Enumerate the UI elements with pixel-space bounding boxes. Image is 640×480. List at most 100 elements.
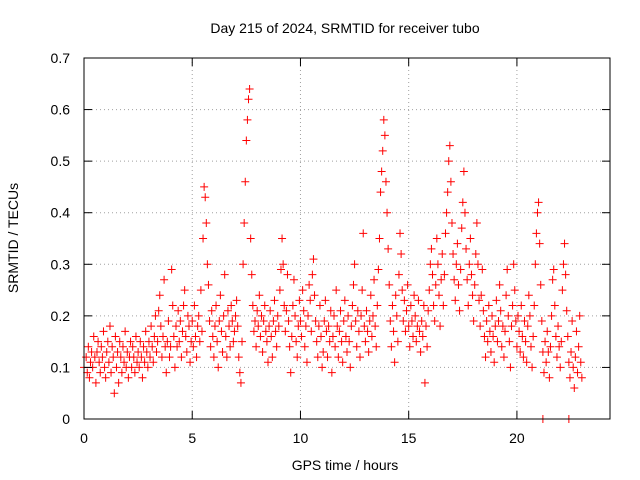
data-point [320, 317, 329, 326]
data-point [428, 270, 437, 279]
data-point [200, 182, 209, 191]
data-point [218, 347, 227, 356]
data-point [179, 301, 188, 310]
data-point [298, 286, 307, 295]
data-point [102, 347, 111, 356]
data-point [407, 317, 416, 326]
data-point [136, 337, 145, 346]
data-point [128, 342, 137, 351]
data-point [289, 275, 298, 284]
data-point [393, 337, 402, 346]
grid-lines [84, 58, 610, 419]
data-point [140, 358, 149, 367]
data-point [350, 260, 359, 269]
data-point [83, 368, 92, 377]
data-point [189, 342, 198, 351]
data-point [561, 270, 570, 279]
data-point [458, 198, 467, 207]
data-point [96, 368, 105, 377]
data-point [554, 322, 563, 331]
data-point [477, 291, 486, 300]
data-point [425, 286, 434, 295]
data-point [234, 353, 243, 362]
data-point [193, 322, 202, 331]
data-point [443, 188, 452, 197]
data-point [341, 332, 350, 341]
data-point [486, 347, 495, 356]
data-point [278, 234, 287, 243]
data-point [274, 322, 283, 331]
data-point [573, 368, 582, 377]
data-point [241, 177, 250, 186]
data-point [336, 306, 345, 315]
data-point [144, 337, 153, 346]
data-point [548, 275, 557, 284]
data-point [110, 389, 119, 398]
data-point [547, 311, 556, 320]
data-point [373, 301, 382, 310]
data-point [400, 296, 409, 305]
data-point [335, 327, 344, 336]
data-point [177, 353, 186, 362]
data-point [551, 332, 560, 341]
data-point [564, 358, 573, 367]
data-point [206, 342, 215, 351]
data-points [80, 84, 586, 423]
data-point [91, 378, 100, 387]
data-point [413, 322, 422, 331]
data-point [231, 311, 240, 320]
data-point [82, 353, 91, 362]
data-point [164, 317, 173, 326]
data-point [529, 332, 538, 341]
data-point [294, 322, 303, 331]
data-point [323, 353, 332, 362]
data-point [556, 363, 565, 372]
data-point [468, 291, 477, 300]
data-point [577, 373, 586, 382]
data-point [345, 337, 354, 346]
data-point [570, 384, 579, 393]
data-point [283, 270, 292, 279]
data-point [499, 353, 508, 362]
data-point [406, 301, 415, 310]
data-point [134, 347, 143, 356]
y-tick-label: 0.2 [51, 308, 71, 324]
data-point [426, 260, 435, 269]
data-point [170, 363, 179, 372]
data-point [253, 306, 262, 315]
data-point [491, 322, 500, 331]
data-point [535, 239, 544, 248]
data-point [155, 291, 164, 300]
data-point [115, 337, 124, 346]
data-point [276, 265, 285, 274]
data-point [131, 332, 140, 341]
data-point [357, 311, 366, 320]
data-point [313, 353, 322, 362]
data-point [261, 327, 270, 336]
data-point [249, 327, 258, 336]
data-point [464, 301, 473, 310]
data-point [184, 322, 193, 331]
data-point [530, 301, 539, 310]
data-point [296, 317, 305, 326]
data-point [405, 342, 414, 351]
data-point [308, 270, 317, 279]
data-point [338, 358, 347, 367]
data-point [302, 358, 311, 367]
data-point [379, 115, 388, 124]
axis-ticks [83, 57, 610, 420]
plot-frame [83, 57, 611, 420]
data-point [479, 306, 488, 315]
data-point [459, 167, 468, 176]
data-point [138, 373, 147, 382]
x-tick-label: 0 [80, 430, 88, 446]
data-point [292, 337, 301, 346]
data-point [377, 167, 386, 176]
data-point [245, 84, 254, 93]
data-point [490, 358, 499, 367]
data-point [348, 301, 357, 310]
data-point [301, 322, 310, 331]
data-point [147, 322, 156, 331]
data-point [480, 332, 489, 341]
data-point [463, 275, 472, 284]
